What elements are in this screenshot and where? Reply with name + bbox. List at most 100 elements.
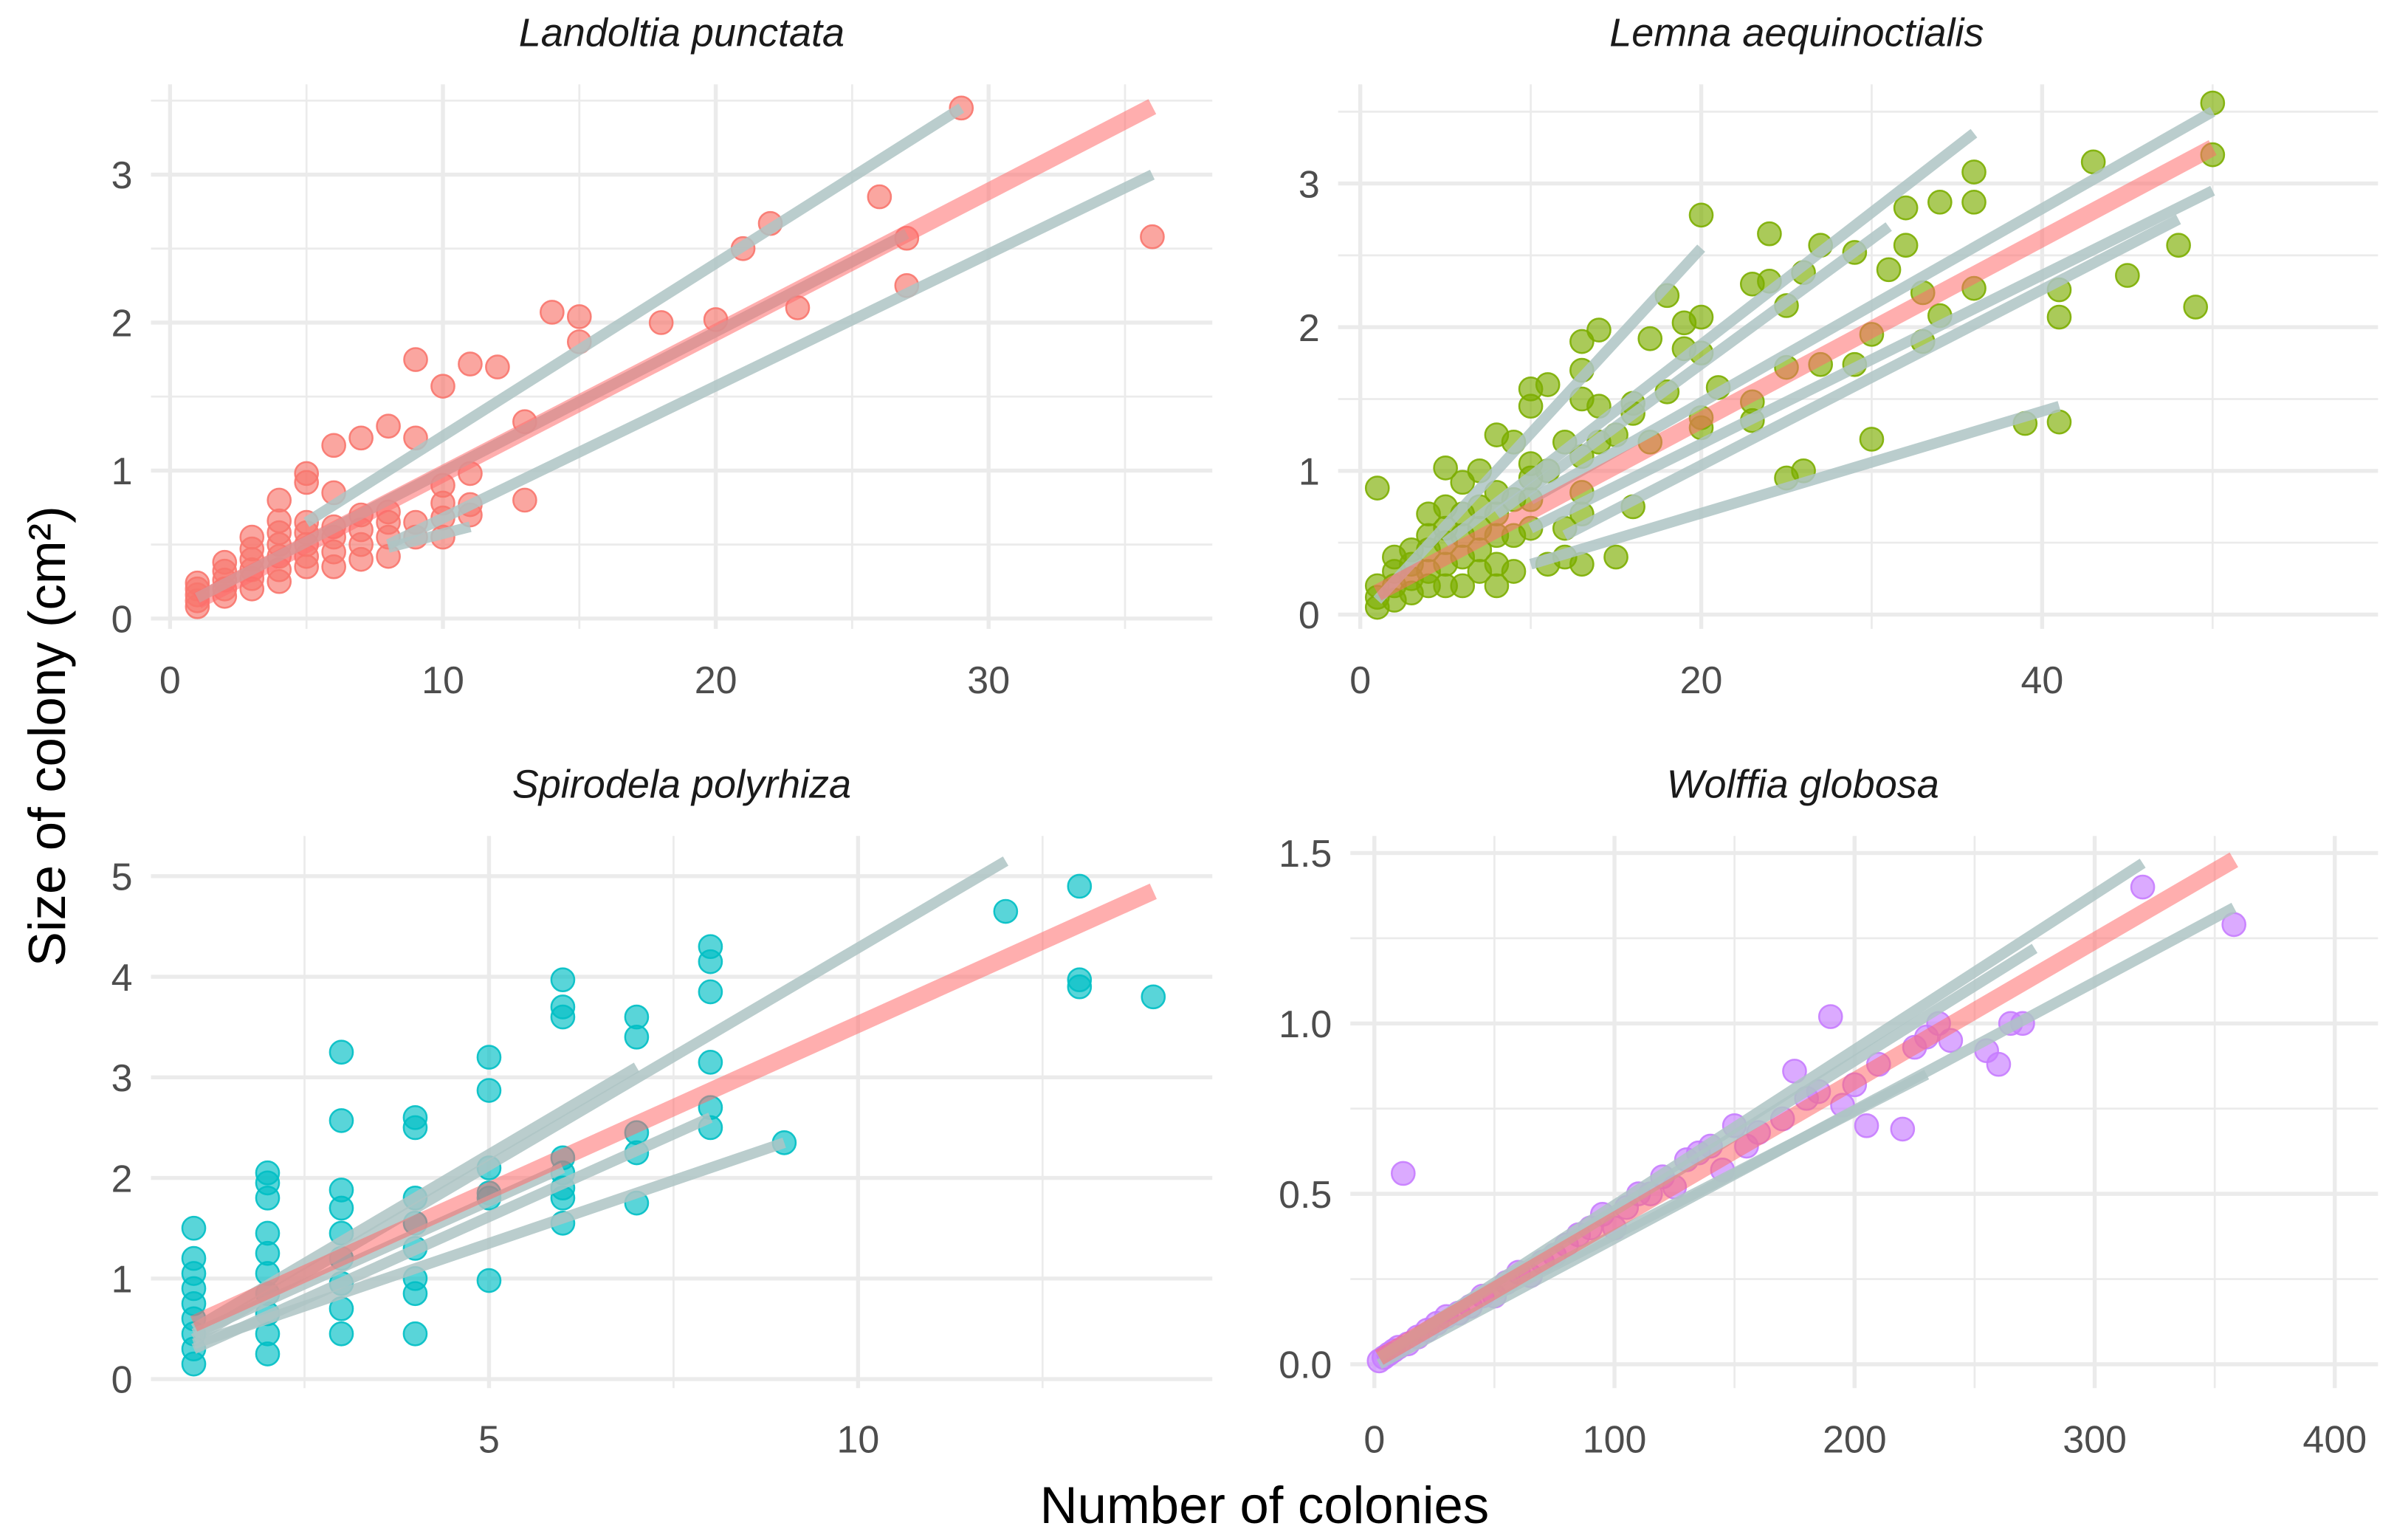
x-tick-label: 100 [1583,1419,1647,1462]
data-point [1450,470,1476,495]
data-point [550,967,576,992]
x-tick-label: 40 [2020,659,2063,702]
replicate-fit-line [1493,222,1892,519]
data-point [2183,295,2209,320]
overall-fit-line [1375,852,2238,1365]
x-tick-label: 20 [1680,659,1723,702]
facet-panel: 0 100 200 300 400 0.0 0.5 1.0 1.5 Wolffia globosa [1279,762,2378,1462]
data-point [266,508,292,534]
data-point [329,1321,354,1347]
data-point [993,898,1019,924]
data-point [266,487,292,513]
replicate-fit-line [1528,185,2215,534]
replicate-fit-line [1442,128,1978,547]
y-tick-label: 3 [1299,163,1320,206]
replicate-fit-line [191,1113,713,1354]
data-point [1893,233,1919,258]
panel-title: Spirodela polyrhiza [512,762,851,806]
data-point [430,374,455,399]
data-point [512,487,537,513]
y-tick-label: 0.0 [1279,1344,1332,1387]
data-point [550,994,576,1020]
replicate-fit-line [1562,214,2181,540]
data-point [2115,263,2140,288]
overall-fit-line [190,883,1157,1332]
y-tick-label: 5 [111,856,133,899]
y-tick-label: 0 [111,599,133,642]
y-tick-label: 0.5 [1279,1174,1332,1217]
data-point [255,1220,281,1246]
data-point [1854,1113,1879,1138]
facet-panel: 5 10 0 1 2 3 4 5 Spirodela polyrhiza [111,762,1213,1462]
data-point [476,1268,502,1293]
y-tick-label: 3 [111,154,133,197]
x-tick-label: 10 [836,1419,879,1462]
x-tick-label: 10 [422,659,464,702]
replicate-fit-line [303,103,965,527]
y-axis-label: Size of colony (cm²) [18,506,76,966]
data-point [329,1178,354,1203]
replicate-fit-line [1373,244,1705,604]
data-point [1688,304,1714,330]
data-point [698,979,723,1005]
data-point [1961,190,1987,215]
overall-fit-line [1373,140,2217,601]
data-point [1890,1116,1916,1142]
data-point [1433,456,1458,481]
data-point [1961,159,1987,185]
data-point [402,1321,428,1347]
y-tick-label: 1 [1299,450,1320,493]
data-point [540,300,565,325]
data-point [566,304,592,329]
replicate-fit-line [385,169,1155,550]
data-point [1067,873,1093,899]
data-point [485,354,510,379]
y-tick-label: 3 [111,1057,133,1100]
replicate-fit-line [387,521,472,553]
data-point [698,1050,723,1075]
data-point [1603,544,1628,570]
data-point [402,1104,428,1130]
y-tick-label: 1.5 [1279,833,1332,876]
data-point [1859,427,1885,452]
data-point [698,934,723,960]
data-point [458,351,483,377]
data-point [376,413,401,439]
y-tick-label: 2 [111,303,133,346]
data-point [1817,1004,1843,1029]
replicate-fit-line [1492,1070,1930,1302]
data-point [624,1004,650,1030]
data-point [1535,372,1561,397]
data-point [1141,984,1166,1010]
x-axis-label: Number of colonies [1040,1476,1489,1534]
panel-title: Wolffia globosa [1667,762,1939,806]
y-tick-label: 4 [111,957,133,1000]
data-point [1757,221,1782,247]
x-tick-label: 20 [695,659,737,702]
replicate-fit-line [1529,401,2061,570]
data-point [181,1245,207,1271]
data-point [348,425,374,451]
y-tick-label: 0 [1299,594,1320,637]
x-tick-label: 5 [478,1419,500,1462]
data-point [476,1078,502,1103]
data-point [1637,326,1663,351]
data-point [329,1108,354,1133]
y-tick-label: 2 [111,1158,133,1200]
facet-panel: 0 20 40 0 1 2 3 Lemna aequinoctialis [1299,10,2378,702]
y-tick-label: 1 [111,450,133,493]
y-tick-label: 1.0 [1279,1003,1332,1046]
data-point [403,347,428,372]
data-point [181,1215,207,1241]
data-point [255,1160,281,1186]
data-point [1986,1051,2012,1077]
data-point [321,433,346,458]
x-tick-label: 0 [1349,659,1371,702]
x-tick-label: 30 [967,659,1010,702]
data-point [1569,329,1595,354]
data-point [239,524,265,550]
data-point [2046,304,2072,330]
x-tick-label: 0 [159,659,181,702]
data-point [2166,233,2191,258]
